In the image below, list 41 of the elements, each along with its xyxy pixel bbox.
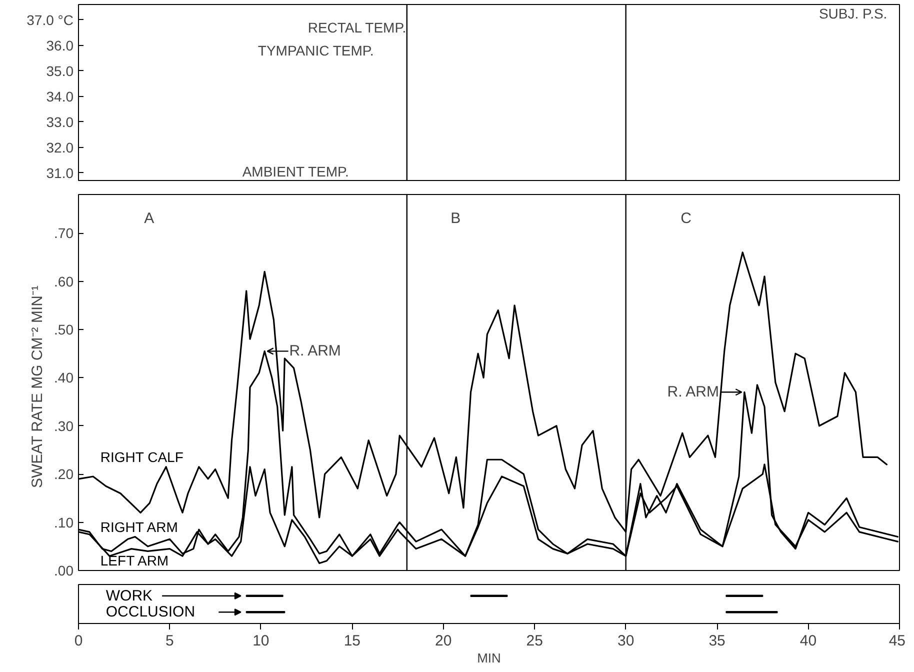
y-tick-label: .10 <box>54 514 74 530</box>
x-tick-label: 25 <box>526 632 543 650</box>
annotation: RECTAL TEMP. <box>308 19 406 36</box>
x-tick-label: 20 <box>435 632 452 650</box>
y-tick-label: 32.0 <box>46 139 74 156</box>
y-tick-label: WORK <box>106 587 153 604</box>
series-label: LEFT ARM <box>100 552 169 568</box>
annotation: SUBJ. P.S. <box>818 5 888 22</box>
annotation: TYMPANIC TEMP. <box>258 42 374 58</box>
y-tick-label: 34.0 <box>46 88 74 104</box>
y-axis-title: SWEAT RATE MG CM⁻² MIN⁻¹ <box>29 286 46 488</box>
y-tick-label: 36.0 <box>46 37 74 54</box>
y-tick-label: .60 <box>54 273 74 290</box>
x-tick-label: 45 <box>888 632 906 650</box>
legend-label: RIGHT ARM <box>100 518 178 535</box>
x-tick-label: 40 <box>800 632 817 650</box>
y-tick-label: .40 <box>54 370 74 386</box>
y-tick-label: .20 <box>54 466 74 482</box>
x-axis-title: MIN <box>477 650 501 666</box>
annotation: AMBIENT TEMP. <box>242 164 349 180</box>
annotation: R. ARM <box>289 342 341 360</box>
y-tick-label: .30 <box>54 418 74 434</box>
y-tick-label: 33.0 <box>46 114 74 130</box>
y-tick-label: .70 <box>54 225 74 242</box>
x-tick-label: 5 <box>166 632 174 650</box>
y-tick-label: OCCLUSION <box>106 604 196 621</box>
x-tick-label: 30 <box>617 632 634 650</box>
x-tick-label: 15 <box>344 632 361 650</box>
x-tick-label: 35 <box>708 632 726 650</box>
x-tick-label: 10 <box>252 632 270 650</box>
x-tick-label: 0 <box>74 632 83 650</box>
y-tick-label: 31.0 <box>46 164 74 181</box>
y-tick-label: .50 <box>54 321 74 338</box>
series-label: RIGHT CALF <box>100 448 184 465</box>
y-tick-label: .00 <box>54 562 74 578</box>
annotation: R. ARM <box>667 384 719 401</box>
annotation: B <box>450 210 461 227</box>
annotation: C <box>680 210 692 227</box>
annotation: A <box>144 210 154 227</box>
y-tick-label: 37.0 °C <box>26 12 74 28</box>
y-tick-label: 35.0 <box>46 62 74 79</box>
